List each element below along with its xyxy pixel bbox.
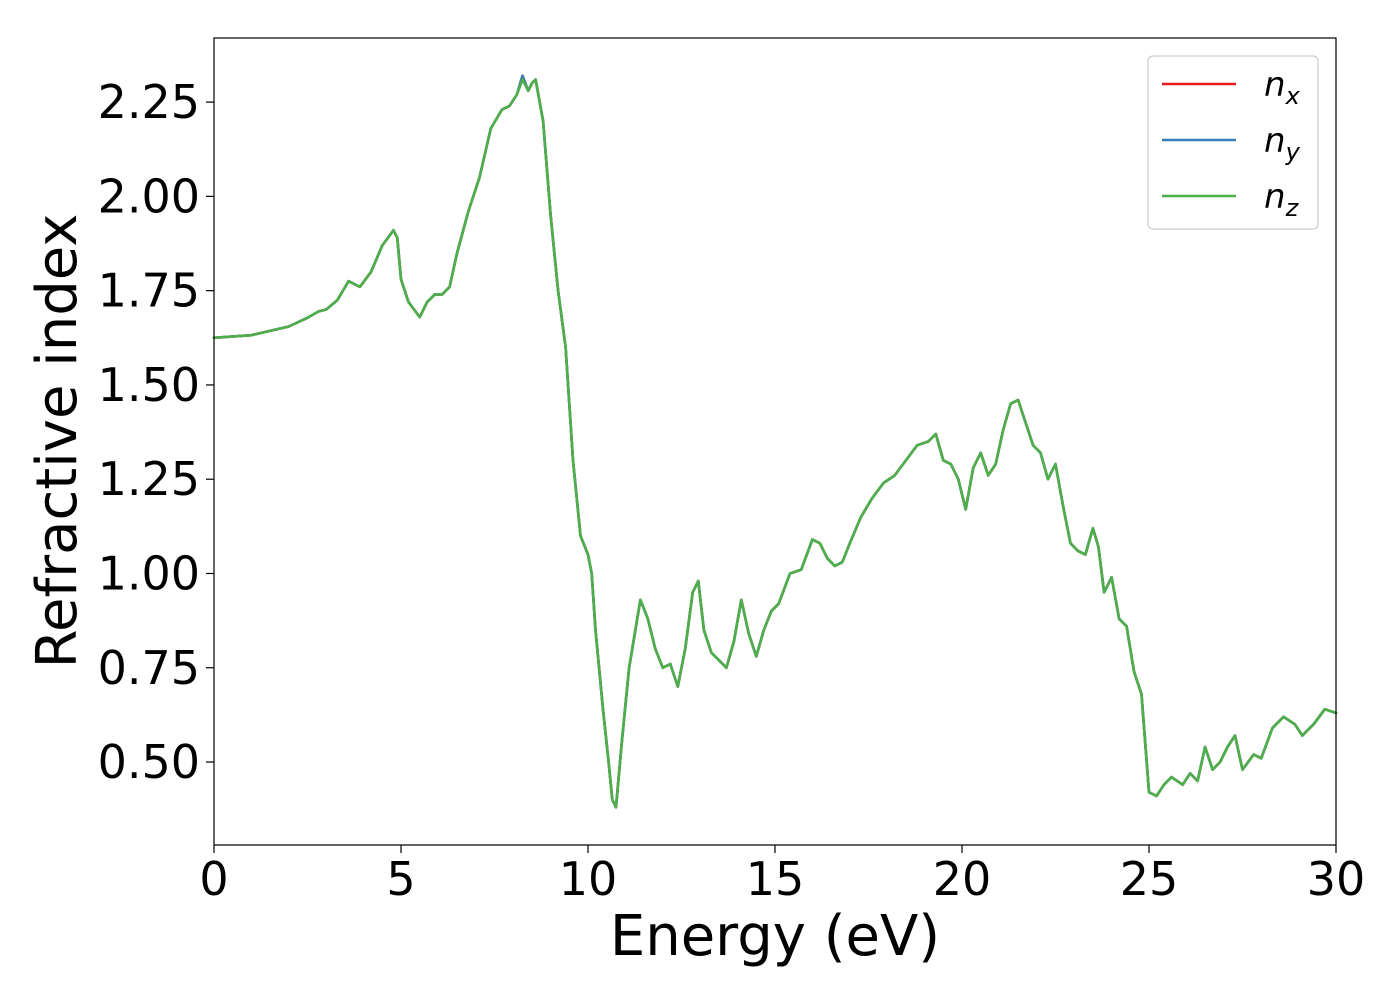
y-tick-label: 1.50 [98, 358, 200, 412]
legend-label-x: nx [1264, 65, 1301, 110]
legend-label-y: ny [1264, 121, 1301, 166]
series-line-z [212, 78, 1338, 809]
legend: nx ny nz [1147, 55, 1319, 230]
y-tick-label: 2.25 [98, 75, 200, 129]
x-tick-label: 30 [1307, 852, 1366, 906]
series-layer [212, 74, 1338, 809]
x-tick-label: 15 [746, 852, 805, 906]
y-tick-label: 0.50 [98, 735, 200, 789]
y-tick-label: 1.75 [98, 264, 200, 318]
x-axis-title: Energy (eV) [610, 904, 940, 969]
y-axis-title: Refractive index [25, 214, 90, 669]
y-tick-label: 0.75 [98, 641, 200, 695]
x-tick-label: 0 [199, 852, 228, 906]
y-axis-ticks: 0.50 0.75 1.00 1.25 1.50 1.75 2.00 2.25 [98, 75, 214, 789]
x-tick-label: 25 [1120, 852, 1179, 906]
y-tick-label: 1.25 [98, 452, 200, 506]
x-axis-ticks: 0 5 10 15 20 25 30 [199, 845, 1365, 906]
y-tick-label: 1.00 [98, 546, 200, 600]
legend-frame [1147, 55, 1319, 230]
x-tick-label: 5 [386, 852, 415, 906]
x-tick-label: 20 [933, 852, 992, 906]
y-tick-label: 2.00 [98, 169, 200, 223]
x-tick-label: 10 [559, 852, 618, 906]
legend-label-z: nz [1264, 177, 1300, 222]
